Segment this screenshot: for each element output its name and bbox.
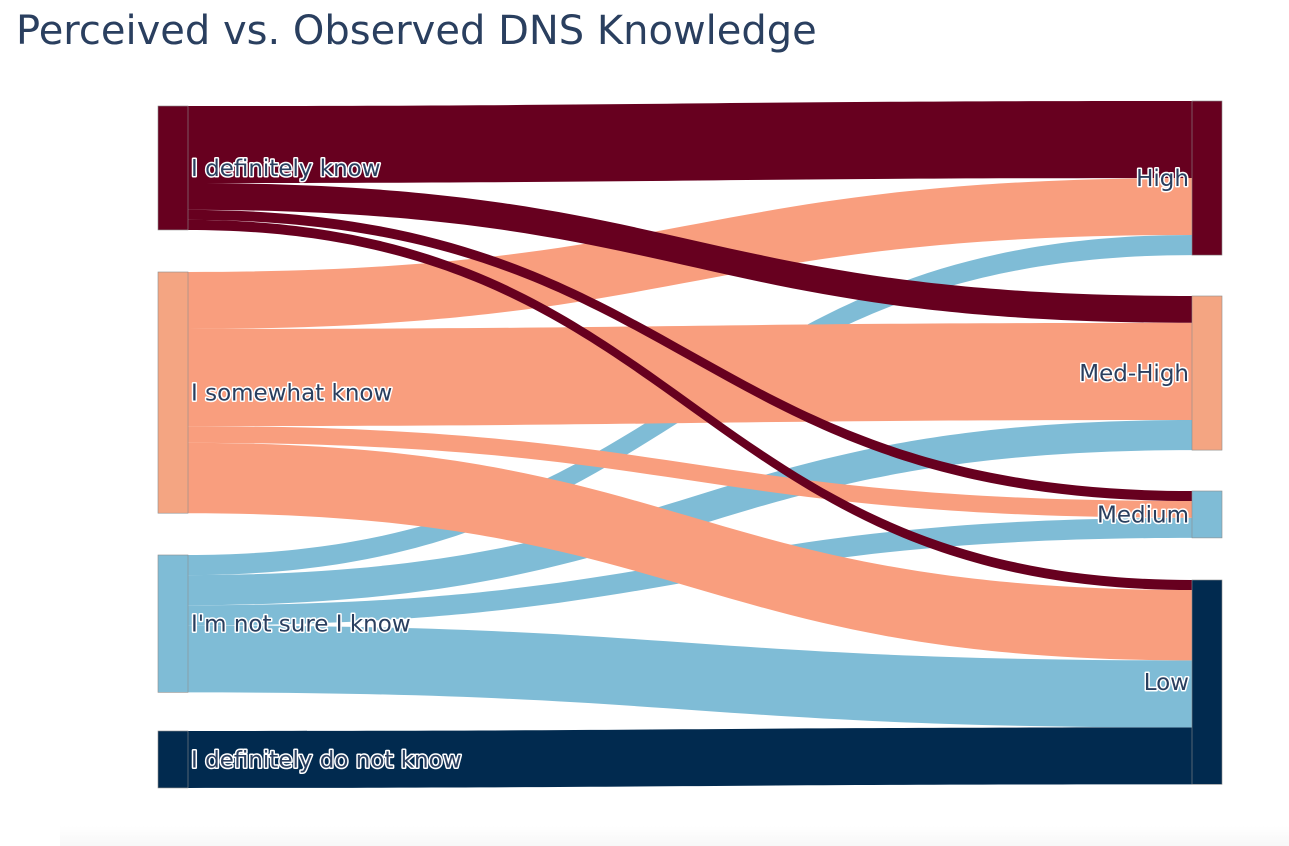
link-somewhat-to-medhigh [188,322,1192,427]
node-notsure [157,554,189,693]
link-somewhat-to-medium [188,426,1192,518]
node-high [1191,100,1223,256]
link-somewhat-to-low [188,442,1192,661]
link-definitely-to-low [188,219,1192,591]
node-label-high: High [1136,166,1189,192]
link-definitely-to-medhigh [188,183,1192,323]
link-notsure-to-low [188,625,1192,728]
node-medium [1191,490,1223,539]
chart-title: Perceived vs. Observed DNS Knowledge [16,8,817,54]
links [188,101,1192,788]
node-medhigh [1191,295,1223,451]
plot-bottom-edge [60,826,1289,846]
node-label-donot: I definitely do not know [191,747,462,773]
node-definitely [157,105,189,231]
node-label-definitely: I definitely know [191,156,381,182]
node-somewhat [157,271,189,514]
nodes [157,100,1223,789]
link-definitely-to-medium [188,209,1192,502]
link-donot-to-low [188,727,1192,788]
node-donot [157,730,189,789]
node-labels: I definitely know I somewhat know I'm not … [190,154,1191,774]
link-definitely-to-high [188,101,1192,184]
node-label-medium: Medium [1097,502,1189,528]
node-label-somewhat: I somewhat know [191,381,392,407]
node-low [1191,579,1223,785]
node-label-notsure: I'm not sure I know [191,612,411,638]
node-label-low: Low [1144,670,1189,696]
node-label-medhigh: Med-High [1079,361,1189,387]
